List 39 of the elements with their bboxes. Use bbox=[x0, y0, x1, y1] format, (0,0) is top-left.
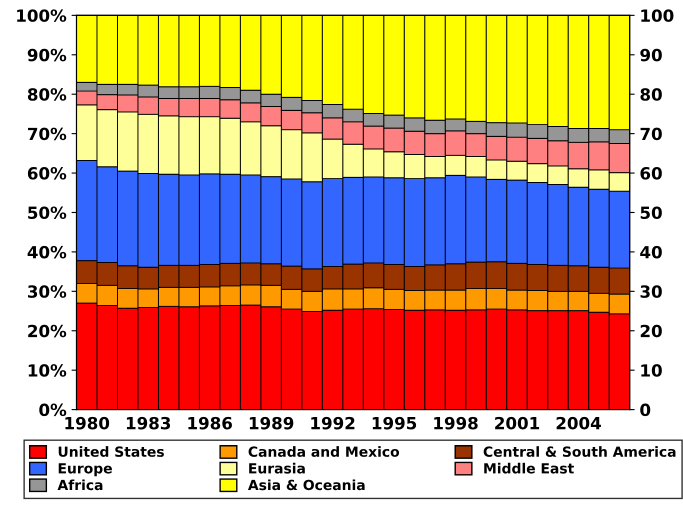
y2-tick-label: 10 bbox=[641, 364, 662, 377]
x-tick-label: 1989 bbox=[250, 416, 294, 430]
legend-label: Eurasia bbox=[249, 462, 305, 474]
y-tick-label: 100% bbox=[17, 9, 66, 22]
x-tick-label: 1986 bbox=[188, 416, 232, 430]
y-tick-label: 20% bbox=[28, 324, 66, 338]
y-tick-label: 60% bbox=[28, 167, 66, 180]
x-tick-label: 2004 bbox=[556, 416, 601, 430]
y2-tick-label: 40 bbox=[640, 246, 662, 258]
x-tick-label: 1983 bbox=[126, 416, 170, 430]
legend-label: Central & South America bbox=[484, 446, 676, 457]
y-tick-label: 10% bbox=[28, 364, 66, 377]
y2-tick-label: 20 bbox=[640, 324, 662, 338]
y-tick-label: 50% bbox=[28, 206, 66, 220]
x-tick-label: 1980 bbox=[65, 416, 110, 430]
legend-label: Asia & Oceania bbox=[248, 479, 365, 490]
y2-tick-label: 0 bbox=[640, 404, 650, 416]
x-tick-label: 2001 bbox=[495, 416, 540, 430]
y-tick-label: 0% bbox=[39, 404, 66, 416]
y2-tick-label: 30 bbox=[640, 285, 662, 298]
legend-label: Africa bbox=[58, 479, 102, 490]
legend-label: Middle East bbox=[484, 462, 574, 474]
y2-tick-label: 50 bbox=[640, 206, 662, 220]
y-tick-label: 40% bbox=[28, 246, 66, 258]
legend-label: Canada and Mexico bbox=[248, 446, 400, 457]
x-tick-label: 1995 bbox=[372, 416, 416, 430]
y2-tick-label: 70 bbox=[640, 128, 662, 140]
y2-tick-label: 100 bbox=[641, 9, 674, 22]
y-tick-label: 30% bbox=[28, 285, 66, 298]
y2-tick-label: 60 bbox=[640, 167, 662, 180]
x-tick-label: 1998 bbox=[434, 416, 478, 430]
y-tick-label: 90% bbox=[28, 48, 66, 62]
y2-tick-label: 90 bbox=[640, 48, 662, 62]
y2-tick-label: 80 bbox=[640, 88, 662, 101]
y-tick-label: 70% bbox=[28, 128, 66, 140]
legend-label: United States bbox=[58, 446, 164, 457]
legend-label: Europe bbox=[58, 463, 112, 476]
y-tick-label: 80% bbox=[28, 88, 66, 101]
x-tick-label: 1992 bbox=[311, 416, 354, 430]
